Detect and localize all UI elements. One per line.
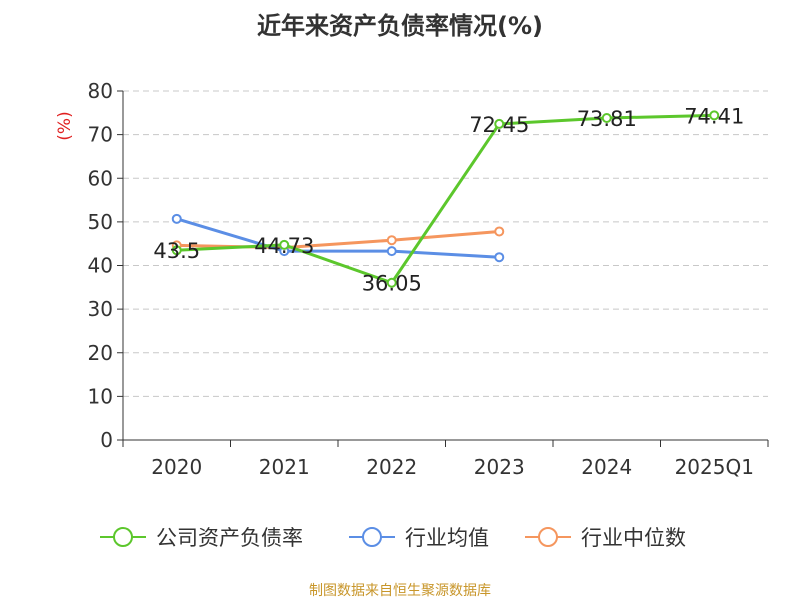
data-label: 72.45 (469, 113, 529, 137)
x-tick-label: 2022 (366, 455, 417, 479)
legend-label: 公司资产负债率 (156, 526, 303, 550)
y-axis-label: (%) (55, 111, 75, 140)
data-label: 44.73 (254, 234, 314, 258)
data-point (494, 252, 505, 263)
data-point (494, 226, 505, 237)
x-tick-label: 2023 (474, 455, 525, 479)
y-tick-label: 10 (88, 384, 113, 408)
data-point (386, 277, 397, 288)
data-point (601, 113, 612, 124)
data-label: 36.05 (362, 272, 422, 296)
data-label: 74.41 (684, 104, 744, 128)
data-point (171, 213, 182, 224)
data-label: 73.81 (577, 107, 637, 131)
data-point (386, 246, 397, 257)
y-tick-label: 0 (100, 428, 113, 452)
legend-swatch-marker (362, 527, 382, 547)
legend-swatch-marker (538, 527, 558, 547)
x-tick-label: 2024 (581, 455, 632, 479)
y-tick-label: 60 (88, 166, 113, 190)
series-line-0 (176, 113, 715, 285)
legend-label: 行业中位数 (581, 526, 686, 550)
y-tick-label: 30 (88, 297, 113, 321)
data-point (386, 235, 397, 246)
data-point (709, 110, 720, 121)
y-tick-label: 20 (88, 341, 113, 365)
chart-title: 近年来资产负债率情况(%) (257, 12, 543, 40)
data-label: 43.5 (153, 239, 200, 263)
x-tick-label: 2020 (151, 455, 202, 479)
data-point (494, 118, 505, 129)
x-tick-label: 2025Q1 (675, 455, 754, 479)
y-tick-label: 50 (88, 210, 113, 234)
y-tick-label: 80 (88, 79, 113, 103)
series-line-1 (176, 217, 500, 259)
y-tick-label: 70 (88, 123, 113, 147)
legend-swatch-marker (113, 527, 133, 547)
y-tick-label: 40 (88, 254, 113, 278)
source-note: 制图数据来自恒生聚源数据库 (309, 583, 491, 599)
x-tick-label: 2021 (259, 455, 310, 479)
data-point (171, 245, 182, 256)
legend-label: 行业均值 (405, 526, 489, 550)
data-point (279, 239, 290, 250)
